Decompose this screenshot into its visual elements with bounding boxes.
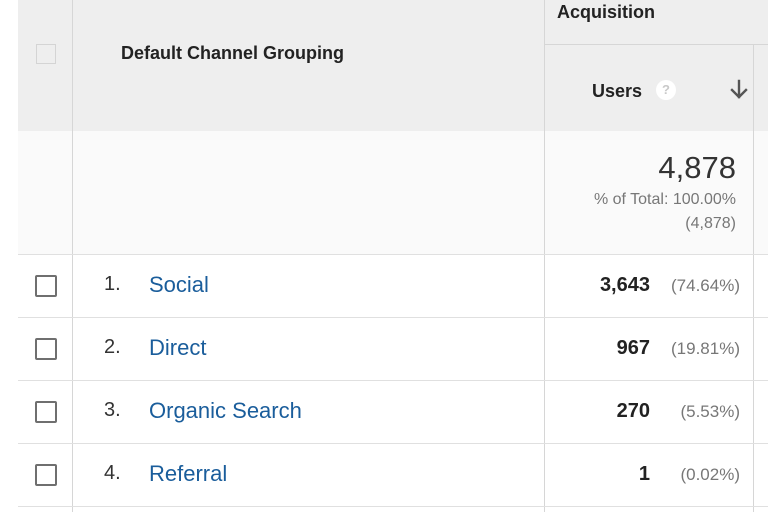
- row-index: 4.: [104, 462, 121, 484]
- table-header-extra: [754, 45, 768, 131]
- users-percent: (0.02%): [680, 465, 740, 484]
- help-icon[interactable]: ?: [656, 80, 676, 100]
- row-checkbox[interactable]: [35, 338, 57, 360]
- users-column-header[interactable]: Users: [592, 81, 643, 101]
- totals-row: [18, 131, 768, 254]
- row-checkbox[interactable]: [35, 401, 57, 423]
- users-percent: (19.81%): [671, 339, 740, 358]
- channel-link[interactable]: Direct: [149, 335, 207, 360]
- select-all-checkbox[interactable]: [36, 44, 56, 64]
- users-value: 1: [638, 463, 650, 485]
- table-row: 1. Social 3,643 (74.64%): [18, 255, 768, 317]
- table-header-metric[interactable]: [545, 45, 753, 131]
- table-row: 3. Organic Search 270 (5.53%): [18, 381, 768, 443]
- row-divider: [18, 443, 768, 444]
- table-row: 4. Referral 1 (0.02%): [18, 444, 768, 506]
- table-row: 2. Direct 967 (19.81%): [18, 318, 768, 380]
- row-index: 2.: [104, 336, 121, 358]
- column-divider: [72, 0, 73, 512]
- channel-link[interactable]: Referral: [149, 461, 228, 486]
- row-index: 3.: [104, 399, 121, 421]
- table-header-dimension: [18, 0, 545, 131]
- acquisition-group-header: Acquisition: [557, 2, 655, 22]
- total-users-value: 4,878: [658, 150, 736, 185]
- users-value: 270: [616, 400, 650, 422]
- table-header-group: [545, 0, 768, 44]
- row-divider: [18, 317, 768, 318]
- row-index: 1.: [104, 273, 121, 295]
- row-divider: [18, 254, 768, 255]
- row-divider: [18, 380, 768, 381]
- channel-link[interactable]: Organic Search: [149, 398, 302, 423]
- column-divider: [544, 0, 545, 512]
- header-divider: [545, 44, 768, 45]
- column-divider: [753, 45, 754, 512]
- users-percent: (74.64%): [671, 276, 740, 295]
- channel-link[interactable]: Social: [149, 272, 209, 297]
- row-checkbox[interactable]: [35, 275, 57, 297]
- users-value: 3,643: [599, 274, 650, 296]
- total-absolute-label: (4,878): [685, 215, 736, 232]
- users-value: 967: [616, 337, 650, 359]
- dimension-column-header[interactable]: Default Channel Grouping: [121, 43, 344, 63]
- arrow-down-icon[interactable]: [729, 78, 749, 102]
- row-checkbox[interactable]: [35, 464, 57, 486]
- row-divider: [18, 506, 768, 507]
- users-percent: (5.53%): [680, 402, 740, 421]
- total-percent-label: % of Total: 100.00%: [593, 191, 736, 208]
